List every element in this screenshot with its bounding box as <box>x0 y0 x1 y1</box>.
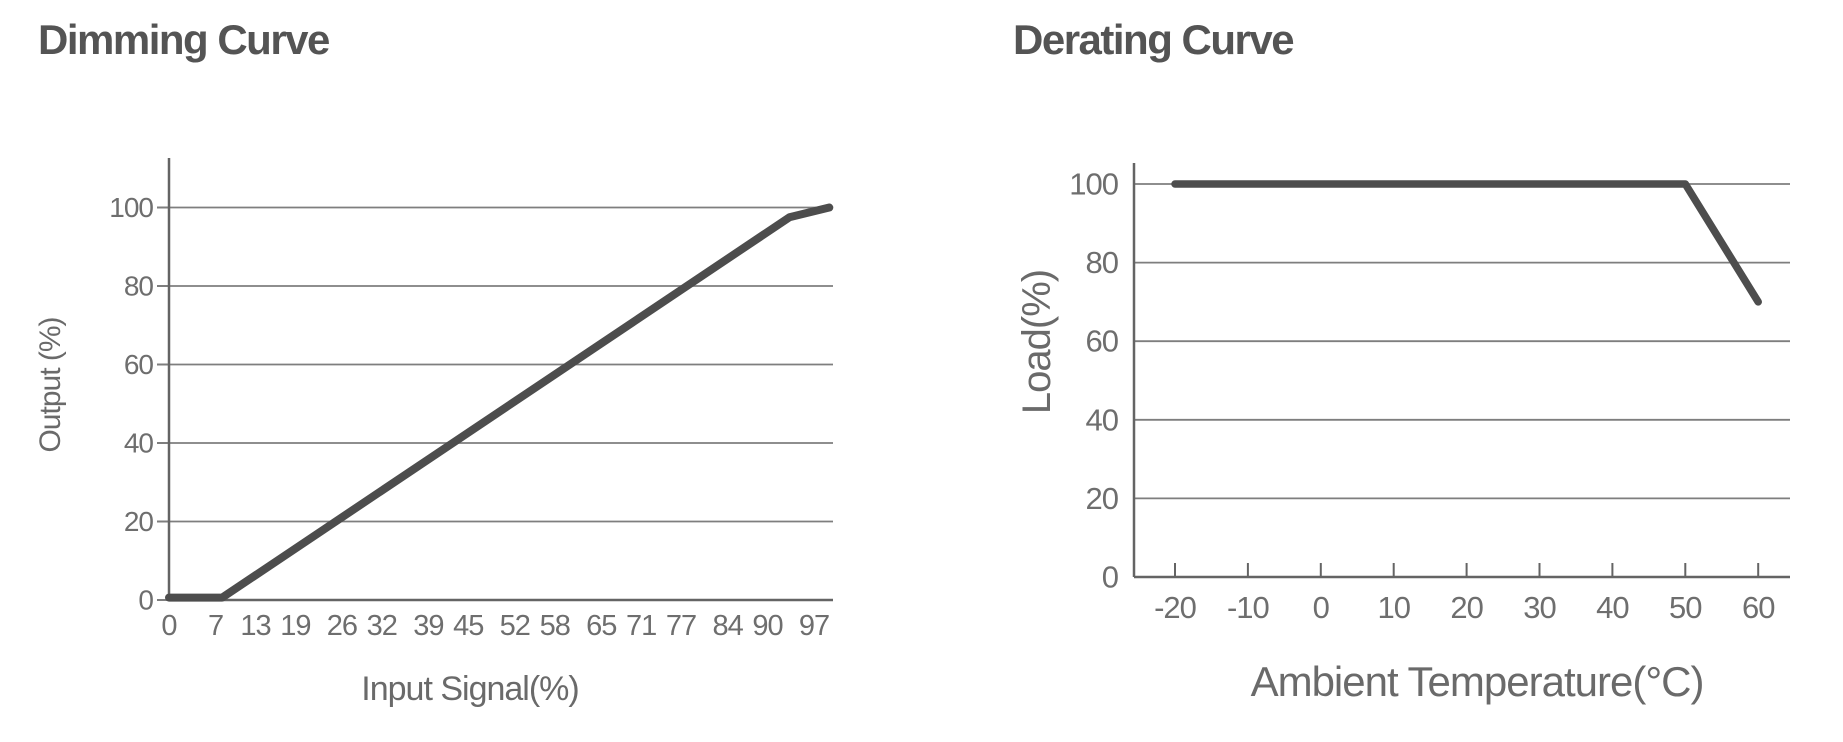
x-tick-label: 45 <box>453 610 483 642</box>
y-axis-title: Load(%) <box>1015 270 1059 414</box>
y-tick-label: 0 <box>1102 560 1119 595</box>
y-tick-label: 20 <box>1086 481 1119 516</box>
derating-curve-line <box>1171 180 1762 306</box>
y-tick-label: 100 <box>1069 167 1118 202</box>
y-tick-label: 20 <box>124 506 154 537</box>
x-tick-label: 32 <box>367 610 397 642</box>
x-tick-label: 65 <box>586 610 616 642</box>
derating-curve-chart: 0 20 40 60 80 100 -20 -10 0 10 20 30 40 50 60 Ambient T… <box>1015 163 1790 705</box>
x-axis-title: Input Signal(%) <box>361 670 578 708</box>
x-tick-label: 0 <box>161 610 176 642</box>
x-tick-label: 20 <box>1450 590 1483 625</box>
x-tick-label: 90 <box>752 610 782 642</box>
x-tick-label: -10 <box>1227 590 1270 625</box>
x-tick-label: -20 <box>1154 590 1197 625</box>
x-tick-label: 39 <box>413 610 443 642</box>
x-tick-label: 52 <box>500 610 530 642</box>
y-axis-title: Output (%) <box>34 317 67 452</box>
y-tick-label: 80 <box>124 271 154 302</box>
y-tick-label: 100 <box>109 192 153 223</box>
y-tick-label: 60 <box>124 349 154 380</box>
x-tick-label: 50 <box>1669 590 1702 625</box>
x-tick-label: 0 <box>1313 590 1330 625</box>
derating-chart-title: Derating Curve <box>1013 16 1295 63</box>
y-tick-label: 60 <box>1086 324 1119 359</box>
dimming-curve-line <box>165 203 834 602</box>
y-tick-label: 0 <box>138 585 153 616</box>
x-tick-label: 7 <box>208 610 223 642</box>
x-tick-label: 26 <box>327 610 357 642</box>
y-tick-label: 40 <box>124 428 154 459</box>
x-tick-label: 40 <box>1596 590 1629 625</box>
x-tick-label: 19 <box>280 610 310 642</box>
x-tick-label: 10 <box>1377 590 1410 625</box>
x-tick-label: 97 <box>799 610 829 642</box>
x-tick-label: 60 <box>1742 590 1775 625</box>
x-tick-label: 30 <box>1523 590 1556 625</box>
y-tick-label: 40 <box>1086 402 1119 437</box>
x-tick-label: 84 <box>712 610 743 642</box>
x-tick-label: 77 <box>666 610 696 642</box>
dimming-chart-title: Dimming Curve <box>38 16 330 63</box>
y-tick-label: 80 <box>1086 245 1119 280</box>
x-tick-label: 71 <box>626 610 656 642</box>
x-tick-label: 58 <box>540 610 570 642</box>
x-axis-title: Ambient Temperature(°C) <box>1251 658 1704 705</box>
x-tick-label: 13 <box>240 610 270 642</box>
